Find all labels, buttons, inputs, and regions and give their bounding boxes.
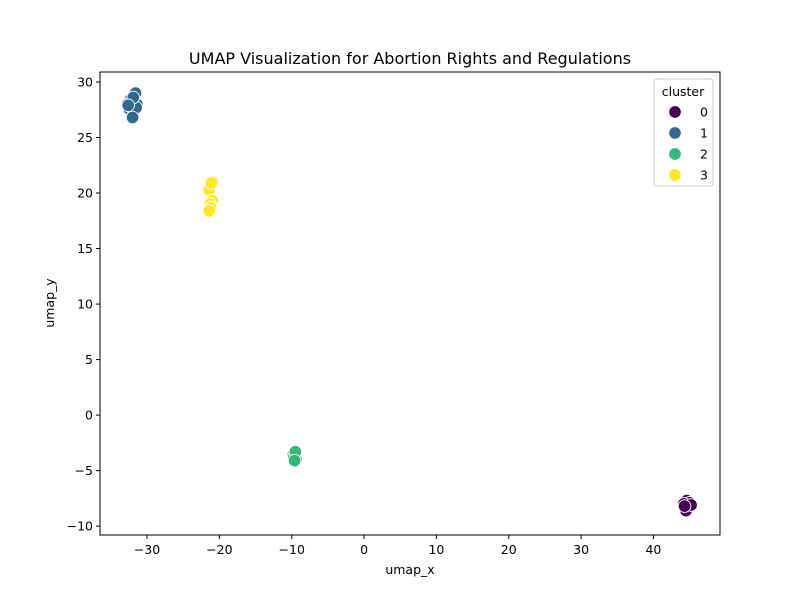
data-point-cluster-1 (121, 98, 135, 113)
legend-items: 0 1 2 3 (668, 105, 708, 183)
legend-title: cluster (662, 84, 705, 99)
x-tick-label: −30 (134, 542, 160, 557)
data-point-cluster-1 (125, 110, 140, 125)
x-tick-label: 40 (645, 542, 661, 557)
legend-marker-cluster-1 (668, 126, 682, 140)
y-tick-label: 30 (77, 74, 93, 89)
y-tick-label: 10 (77, 297, 93, 312)
y-tick-label: −5 (75, 463, 93, 478)
data-point-cluster-3 (204, 176, 219, 190)
y-tick-label: 15 (77, 241, 93, 256)
legend: cluster 0 1 2 3 (653, 78, 714, 187)
x-tick-label: −20 (206, 542, 232, 557)
plot-area (120, 86, 698, 518)
legend-marker-cluster-0 (668, 105, 682, 119)
x-tick-label: 0 (360, 542, 368, 557)
data-point-cluster-2 (287, 453, 302, 468)
data-point-cluster-0 (677, 499, 692, 513)
y-tick-label: 25 (77, 130, 93, 145)
y-tick-label: 20 (77, 186, 93, 201)
legend-marker-cluster-3 (668, 168, 682, 182)
y-tick-label: −10 (67, 519, 93, 534)
data-point-cluster-3 (202, 204, 216, 218)
y-tick-label: 5 (85, 352, 93, 367)
legend-frame (653, 78, 714, 187)
legend-label-cluster-0: 0 (700, 105, 708, 120)
x-tick-label: 30 (573, 542, 589, 557)
legend-label-cluster-3: 3 (700, 168, 708, 183)
x-axis: −30 −20 −10 0 10 20 30 40 (134, 535, 661, 557)
y-axis-label: umap_y (42, 278, 57, 328)
chart-title: UMAP Visualization for Abortion Rights a… (189, 49, 631, 68)
x-tick-label: −10 (279, 542, 305, 557)
y-tick-label: 0 (85, 408, 93, 423)
y-axis: −10 −5 0 5 10 15 20 25 30 (67, 74, 100, 534)
legend-label-cluster-1: 1 (700, 126, 708, 141)
x-tick-label: 20 (501, 542, 517, 557)
legend-marker-cluster-2 (668, 147, 682, 161)
axes-frame (99, 71, 721, 536)
x-tick-label: 10 (428, 542, 444, 557)
legend-label-cluster-2: 2 (700, 147, 708, 162)
x-axis-label: umap_x (385, 562, 434, 577)
